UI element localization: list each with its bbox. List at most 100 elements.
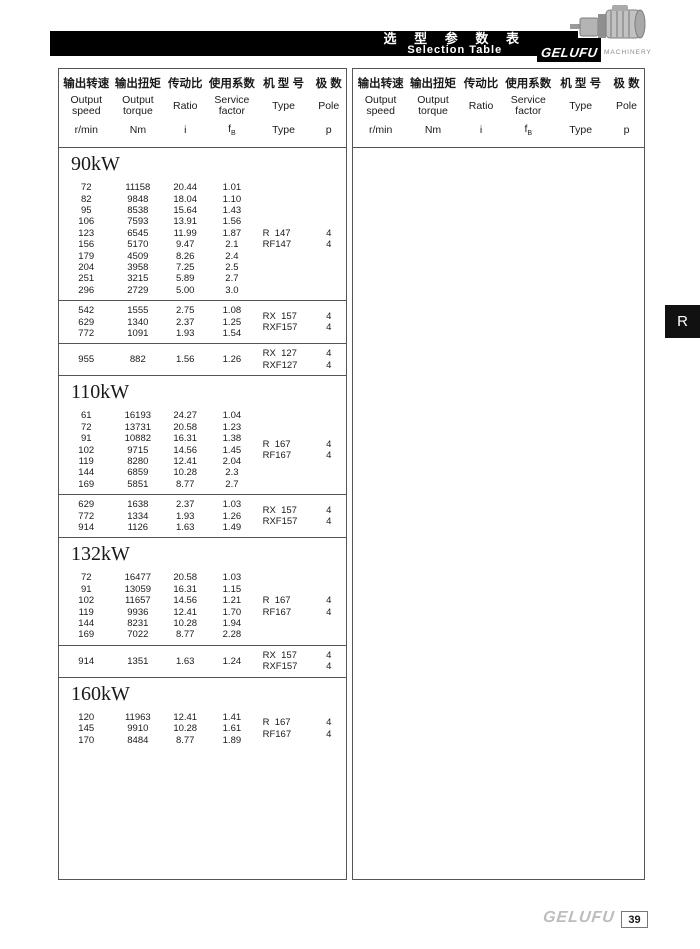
table-row: 955 882 1.56 1.26: [59, 354, 256, 365]
table-row: 144 8231 10.28 1.94: [59, 618, 256, 629]
col-header-en: Pole: [615, 99, 637, 112]
numeric-columns: 955 882 1.56 1.26: [59, 354, 256, 365]
cell: 3958: [127, 261, 149, 273]
cell: 2.4: [225, 250, 239, 262]
section-title: 90kW: [71, 153, 120, 176]
cell: 204: [78, 261, 95, 273]
col-header-cn: 传动比: [463, 78, 499, 90]
header-row-cn: 输出转速 输出扭矩 传动比 使用系数机 型 号极 数: [353, 75, 644, 91]
pole-value: 4: [326, 717, 332, 729]
col-header-unit: Type: [272, 124, 295, 137]
col-header-cn: 输出扭矩: [410, 78, 457, 90]
col-header-cn: 使用系数: [208, 78, 255, 90]
cell: 5.00: [175, 284, 195, 296]
gear-motor-photo-icon: [570, 5, 646, 39]
col-header-cn: 输出转速: [357, 78, 404, 90]
cell: 914: [78, 522, 95, 534]
numeric-columns: 72 11158 20.44 1.01 82 9848 18.04 1.10 95 8538 15.…: [59, 182, 256, 296]
header-row-en: Output speed Output torque Ratio Service fa…: [59, 95, 346, 117]
cell: 120: [78, 711, 95, 723]
cell: 11158: [125, 182, 151, 194]
col-header-unit: fB: [524, 123, 533, 138]
brand-logo: GELUFU: [537, 38, 601, 62]
col-header-unit: fB: [228, 123, 236, 138]
cell: 1351: [127, 655, 149, 667]
cell: 1.03: [222, 499, 242, 511]
col-header-en: Service factor: [510, 94, 546, 117]
table-row: 102 9715 14.56 1.45: [59, 445, 256, 456]
numeric-columns: 914 1351 1.63 1.24: [59, 656, 256, 667]
pole-value: 4: [326, 322, 332, 334]
table-row: 91 10882 16.31 1.38: [59, 433, 256, 444]
table-row: 120 11963 12.41 1.41: [59, 712, 256, 723]
cell: 9715: [127, 444, 149, 456]
type-column: R 167 RF167: [256, 439, 312, 462]
col-header-cn: 传动比: [168, 78, 203, 90]
type-value: RF167: [262, 728, 292, 740]
table-row: 169 5851 8.77 2.7: [59, 479, 256, 490]
table-row: 772 1091 1.93 1.54: [59, 328, 256, 339]
cell: 6859: [127, 467, 149, 479]
type-column: RX 157 RXF157: [256, 650, 312, 673]
table-row: 251 3215 5.89 2.7: [59, 273, 256, 284]
type-column: RX 127 RXF127: [256, 348, 312, 371]
table-row: 144 6859 10.28 2.3: [59, 467, 256, 478]
cell: 119: [78, 456, 94, 467]
cell: 1.61: [222, 723, 242, 735]
cell: 72: [80, 421, 92, 433]
cell: 296: [78, 284, 95, 296]
cell: 20.58: [173, 572, 198, 584]
page-title-en: Selection Table: [407, 44, 503, 56]
cell: 2.3: [225, 467, 239, 479]
header-row-units: r/min Nm i fB Type p: [59, 123, 346, 137]
section-title: 132kW: [71, 543, 130, 566]
cell: 1.49: [222, 522, 242, 534]
cell: 14.56: [173, 444, 198, 456]
table-row: 82 9848 18.04 1.10: [59, 194, 256, 205]
cell: 102: [78, 444, 95, 456]
cell: 16477: [124, 572, 152, 584]
cell: 1334: [127, 510, 149, 522]
cell: 8280: [127, 456, 149, 467]
cell: 16.31: [173, 433, 198, 445]
power-section: 160kW 120 11963 12.41 1.41 145 9910 10.28 1.61 1…: [59, 678, 346, 750]
table-row: 156 5170 9.47 2.1: [59, 239, 256, 250]
cell: 629: [78, 499, 95, 511]
table-row: 204 3958 7.25 2.5: [59, 262, 256, 273]
pole-value: 4: [326, 348, 332, 360]
cell: 1.15: [222, 583, 242, 595]
pole-value: 4: [326, 595, 332, 607]
col-header-cn: 极 数: [315, 78, 342, 90]
brand-sub-label: MACHINERY: [604, 49, 652, 56]
col-header-en: Output speed: [364, 94, 397, 117]
numeric-columns: 542 1555 2.75 1.08 629 1340 2.37 1.25 772 1091 1.9…: [59, 305, 256, 339]
ratio-block: 542 1555 2.75 1.08 629 1340 2.37 1.25 772 1091 1.9…: [59, 301, 346, 345]
cell: 1.23: [222, 421, 242, 433]
col-header-unit: Nm: [424, 124, 442, 137]
cell: 3215: [127, 273, 149, 285]
cell: 2.28: [222, 629, 242, 641]
cell: 1.25: [222, 316, 242, 328]
page-title: 选 型 参 数 表 Selection Table: [384, 32, 526, 56]
table-row: 629 1638 2.37 1.03: [59, 499, 256, 510]
cell: 772: [78, 327, 95, 339]
cell: 772: [78, 510, 95, 522]
table-header: 输出转速 输出扭矩 传动比 使用系数机 型 号极 数 Output speed Outp…: [353, 69, 644, 149]
header-row-units: r/min Nm i fB Type p: [353, 123, 644, 137]
cell: 12.41: [173, 606, 198, 618]
cell: 1.38: [222, 433, 242, 445]
table-row: 772 1334 1.93 1.26: [59, 511, 256, 522]
cell: 1.01: [222, 182, 242, 194]
cell: 9910: [127, 723, 149, 735]
col-header-unit: r/min: [74, 124, 98, 137]
type-value: R 167: [262, 438, 291, 450]
cell: 18.04: [173, 193, 198, 205]
type-value: R 167: [262, 595, 291, 607]
col-header-en: Service factor: [214, 94, 250, 117]
cell: 179: [78, 250, 95, 262]
cell: 2.1: [225, 239, 239, 251]
col-header-en: Output torque: [417, 94, 449, 117]
cell: 2.7: [225, 273, 239, 285]
